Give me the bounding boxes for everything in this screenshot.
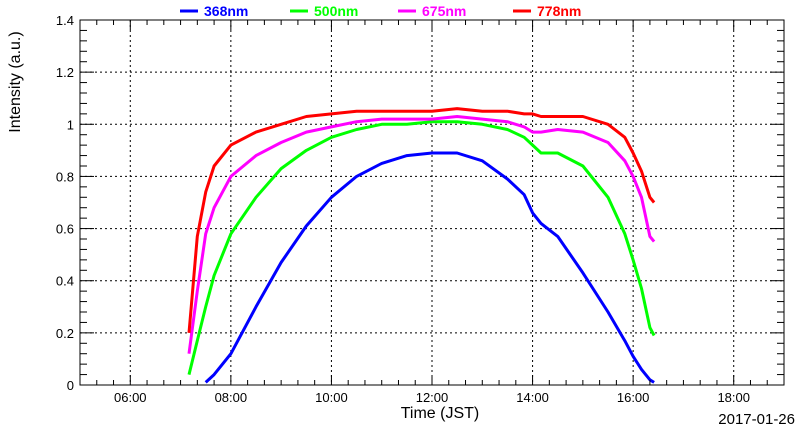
x-tick-label: 12:00 [416, 390, 449, 405]
y-tick-label: 0.6 [56, 222, 74, 237]
x-tick-label: 06:00 [114, 390, 147, 405]
series-line-368nm [204, 151, 655, 384]
y-tick-label: 1.4 [56, 13, 74, 28]
y-tick-label: 1.2 [56, 65, 74, 80]
legend-label: 675nm [422, 3, 466, 19]
y-axis-title: Intensity (a.u.) [7, 31, 24, 132]
series-layer [187, 107, 656, 384]
x-tick-label: 10:00 [315, 390, 348, 405]
legend-label: 778nm [537, 3, 581, 19]
x-axis-title: Time (JST) [401, 405, 480, 422]
y-tick-label: 0.4 [56, 274, 74, 289]
x-tick-label: 08:00 [215, 390, 248, 405]
ticks: 06:00 08:00 10:00 12:00 14:00 16:00 18:00 0 0.2 0… [56, 13, 784, 405]
y-tick-label: 0 [67, 378, 74, 393]
date-label: 2017-01-26 [718, 411, 795, 428]
x-tick-label: 18:00 [717, 390, 750, 405]
series-line-500nm [187, 120, 656, 375]
legend-label: 500nm [314, 3, 358, 19]
x-tick-label: 14:00 [516, 390, 549, 405]
y-tick-label: 0.8 [56, 169, 74, 184]
series-line-675nm [187, 115, 656, 354]
legend-label: 368nm [204, 3, 248, 19]
x-tick-label: 16:00 [617, 390, 650, 405]
y-tick-label: 1 [67, 117, 74, 132]
grid [80, 20, 784, 385]
y-tick-label: 0.2 [56, 326, 74, 341]
series-line-778nm [187, 107, 656, 334]
legend: 368nm 500nm 675nm 778nm [180, 3, 581, 19]
